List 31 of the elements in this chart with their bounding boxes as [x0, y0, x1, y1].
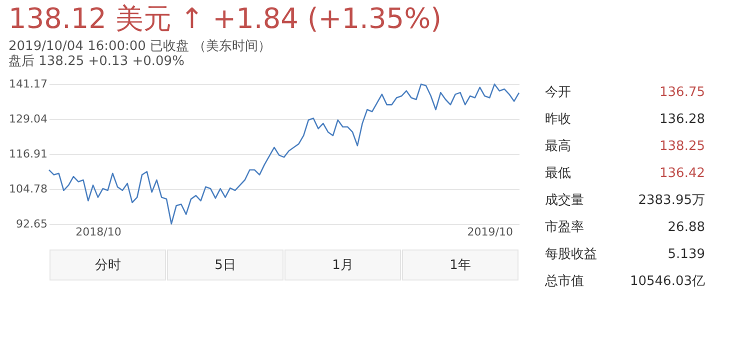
y-tick-label: 92.65: [16, 218, 48, 230]
text: 今开: [545, 85, 571, 100]
text: 138.25: [660, 139, 705, 154]
x-tick-label: 2018/10: [76, 226, 122, 238]
y-tick-label: 141.17: [9, 78, 48, 90]
text: 2383.95万: [638, 193, 705, 208]
text: 最低: [545, 166, 571, 181]
text: 136.75: [660, 85, 705, 100]
chart-title: 138.12 美元 ↑ +1.84 (+1.35%): [8, 2, 442, 35]
text: 分时: [94, 258, 121, 273]
text: 每股收益: [545, 247, 597, 262]
text: 总市值: [544, 274, 584, 289]
text: 1年: [450, 258, 471, 273]
text: 136.28: [660, 112, 705, 127]
line-series: [48, 84, 520, 225]
x-tick-label: 2019/10: [467, 226, 513, 238]
text: 盘后 138.25 +0.13 +0.09%: [8, 54, 184, 69]
text: 昨收: [545, 112, 571, 127]
text: 最高: [545, 138, 571, 154]
text: 10546.03亿: [630, 274, 705, 289]
text: 1月: [332, 258, 354, 273]
y-tick-label: 129.04: [9, 112, 48, 126]
text: 26.88: [668, 220, 705, 235]
y-tick-label: 116.91: [9, 148, 48, 160]
text: 市盈率: [545, 219, 584, 235]
y-tick-label: 104.78: [9, 182, 48, 196]
text: 5.139: [668, 247, 705, 262]
text: 成交量: [545, 192, 584, 208]
text: 136.42: [660, 166, 705, 181]
text: 2019/10/04 16:00:00 已收盘 （美东时间）: [8, 39, 272, 54]
text: 5日: [214, 258, 236, 273]
